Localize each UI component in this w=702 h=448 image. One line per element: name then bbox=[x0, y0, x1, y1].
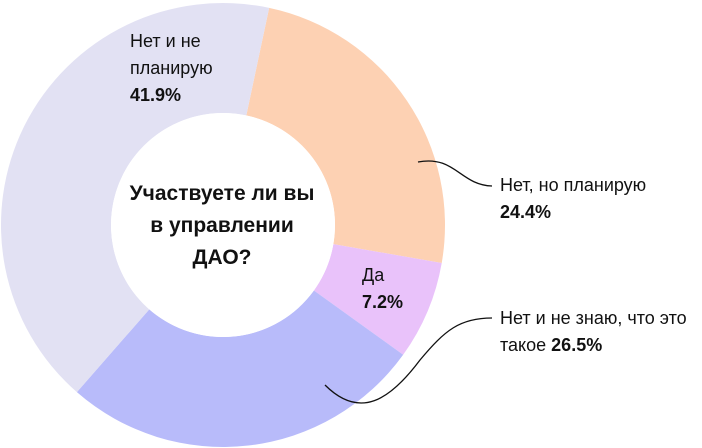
category-label: Да bbox=[362, 265, 385, 285]
chart-title: Участвуете ли вы в управлении ДАО? bbox=[129, 182, 315, 269]
donut-segment bbox=[76, 290, 404, 447]
leader-line bbox=[324, 317, 493, 404]
value-label: 41.9% bbox=[130, 85, 182, 105]
segment-label: Нет и не планирую 41.9% bbox=[130, 28, 240, 109]
category-label: Нет и не планирую bbox=[130, 31, 213, 78]
donut-hole bbox=[111, 113, 335, 337]
category-label: Нет, но планирую bbox=[500, 175, 647, 195]
segment-label: Да 7.2% bbox=[362, 262, 422, 316]
segment-label: Нет и не знаю, что это такое 26.5% bbox=[500, 305, 700, 359]
value-label: 7.2% bbox=[362, 292, 404, 312]
segment-label: Нет, но планирую 24.4% bbox=[500, 172, 700, 226]
donut-segment bbox=[313, 244, 442, 355]
value-label: 24.4% bbox=[500, 202, 552, 222]
value-label: 26.5% bbox=[551, 335, 603, 355]
donut-segment bbox=[246, 7, 445, 263]
donut-segment bbox=[0, 2, 270, 393]
leader-line bbox=[417, 160, 493, 187]
category-label: Нет и не знаю, что это такое bbox=[500, 308, 687, 355]
